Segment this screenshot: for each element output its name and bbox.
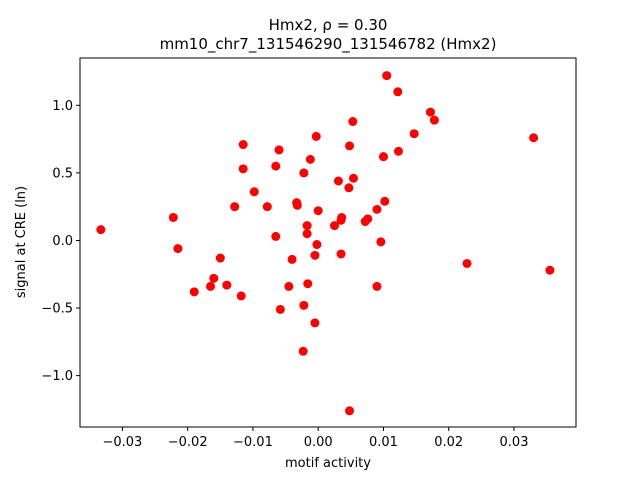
data-point bbox=[222, 280, 232, 290]
chart-title-line2: mm10_chr7_131546290_131546782 (Hmx2) bbox=[160, 35, 497, 54]
x-tick-label: 0.00 bbox=[304, 435, 333, 450]
data-point bbox=[378, 152, 388, 162]
data-point bbox=[393, 146, 403, 156]
data-point bbox=[409, 129, 419, 139]
data-point bbox=[236, 291, 246, 301]
data-point bbox=[271, 161, 281, 171]
data-point bbox=[345, 406, 355, 416]
data-point bbox=[429, 115, 439, 125]
data-point bbox=[380, 196, 390, 206]
data-point bbox=[330, 221, 340, 231]
x-tick-label: −0.02 bbox=[168, 435, 208, 450]
data-point bbox=[96, 225, 106, 235]
data-point bbox=[302, 221, 312, 231]
data-point bbox=[249, 187, 259, 197]
data-point bbox=[238, 164, 248, 174]
data-point bbox=[310, 318, 320, 328]
data-point bbox=[298, 346, 308, 356]
data-point bbox=[425, 107, 435, 117]
data-point bbox=[337, 212, 347, 222]
data-point bbox=[545, 265, 555, 275]
data-point bbox=[376, 237, 386, 247]
y-tick-label: 0.0 bbox=[52, 234, 73, 249]
data-point bbox=[292, 200, 302, 210]
y-tick-label: −1.0 bbox=[41, 369, 73, 384]
data-point bbox=[305, 154, 315, 164]
x-tick-label: −0.03 bbox=[102, 435, 142, 450]
data-point bbox=[230, 202, 240, 212]
data-points bbox=[96, 71, 555, 416]
data-point bbox=[345, 141, 355, 151]
chart-title-line1: Hmx2, ρ = 0.30 bbox=[269, 16, 388, 34]
data-point bbox=[462, 258, 472, 268]
data-point bbox=[333, 176, 343, 186]
data-point bbox=[189, 287, 199, 297]
y-tick-label: 1.0 bbox=[52, 99, 73, 114]
data-point bbox=[393, 87, 403, 97]
x-axis-ticks: −0.03 −0.02 −0.01 0.00 0.01 0.02 0.03 bbox=[102, 427, 528, 450]
data-point bbox=[344, 183, 354, 193]
data-point bbox=[310, 250, 320, 260]
data-point bbox=[311, 131, 321, 141]
data-point bbox=[215, 253, 225, 263]
data-point bbox=[372, 281, 382, 291]
data-point bbox=[299, 168, 309, 178]
data-point bbox=[372, 204, 382, 214]
data-point bbox=[312, 240, 322, 250]
data-point bbox=[363, 214, 373, 224]
data-point bbox=[284, 281, 294, 291]
y-axis-label: signal at CRE (ln) bbox=[14, 186, 29, 298]
data-point bbox=[529, 133, 539, 143]
x-tick-label: 0.02 bbox=[434, 435, 463, 450]
x-tick-label: 0.01 bbox=[369, 435, 398, 450]
y-axis-ticks: −1.0 −0.5 0.0 0.5 1.0 bbox=[41, 99, 80, 384]
data-point bbox=[382, 71, 392, 81]
data-point bbox=[262, 202, 272, 212]
y-tick-label: 0.5 bbox=[52, 166, 73, 181]
data-point bbox=[299, 300, 309, 310]
data-point bbox=[336, 249, 346, 259]
data-point bbox=[303, 279, 313, 289]
x-tick-label: −0.01 bbox=[233, 435, 273, 450]
data-point bbox=[209, 273, 219, 283]
data-point bbox=[238, 140, 248, 150]
data-point bbox=[302, 229, 312, 239]
data-point bbox=[313, 206, 323, 216]
y-tick-label: −0.5 bbox=[41, 302, 73, 317]
data-point bbox=[275, 304, 285, 314]
plot-frame bbox=[79, 57, 577, 428]
data-point bbox=[348, 117, 358, 127]
data-point bbox=[173, 244, 183, 254]
data-point bbox=[287, 254, 297, 264]
data-point bbox=[274, 145, 284, 155]
x-tick-label: 0.03 bbox=[500, 435, 529, 450]
data-point bbox=[168, 212, 178, 222]
x-axis-label: motif activity bbox=[285, 456, 371, 471]
data-point bbox=[206, 281, 216, 291]
data-point bbox=[271, 231, 281, 241]
data-point bbox=[348, 173, 358, 183]
